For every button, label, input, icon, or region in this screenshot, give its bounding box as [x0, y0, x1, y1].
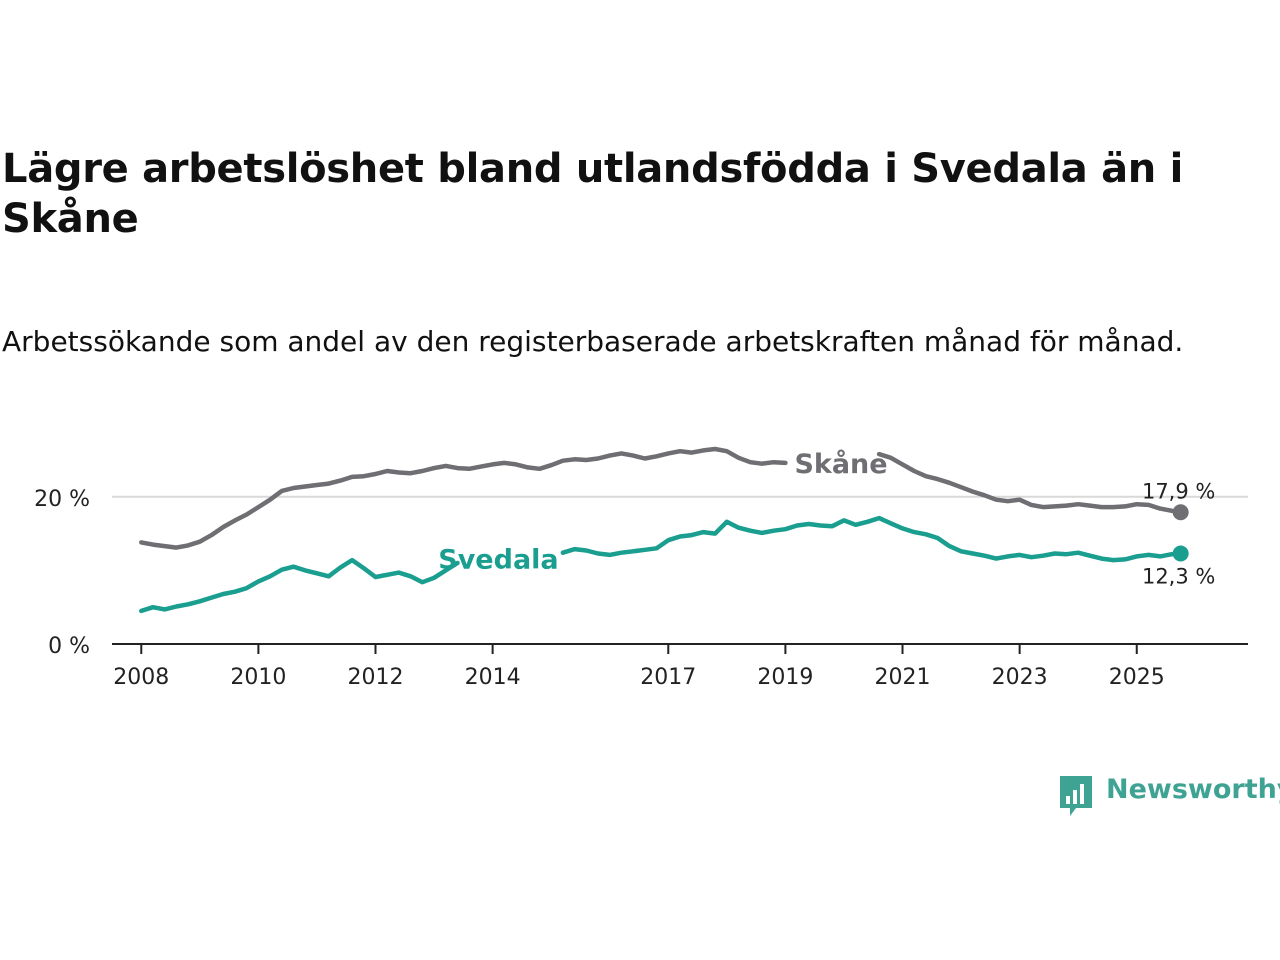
axes: 0 % 20 % 2008 2010 2012 2014 2017 2019 2021 2023 2…: [34, 487, 1248, 690]
x-tick-label: 2019: [757, 665, 813, 690]
series-label-svedala: Svedala: [438, 545, 558, 576]
end-point-sk-ne: [1172, 504, 1189, 521]
x-tick-label: 2025: [1109, 665, 1165, 690]
x-tick-label: 2017: [640, 665, 696, 690]
end-value-label-svedala: 12,3 %: [1142, 564, 1215, 588]
chart-subtitle: Arbetssökande som andel av den registerb…: [2, 325, 1184, 358]
newsworthy-logo-text: Newsworthy: [1106, 774, 1280, 805]
y-tick-label: 0 %: [48, 634, 90, 659]
end-value-label-sk-ne: 17,9 %: [1142, 479, 1215, 503]
x-tick-label: 2021: [875, 665, 931, 690]
newsworthy-logo-icon: [1060, 776, 1092, 816]
line-chart: 0 % 20 % 2008 2010 2012 2014 2017 2019 2021 2023 2…: [34, 446, 1248, 690]
series-lines: [139, 446, 1189, 614]
series-labels: 17,9 % 12,3 % Skåne Svedala: [438, 448, 1215, 589]
x-tick-label: 2012: [348, 665, 404, 690]
x-tick-label: 2023: [992, 665, 1048, 690]
y-tick-label: 20 %: [34, 487, 90, 512]
newsworthy-logo: Newsworthy: [1058, 770, 1280, 820]
x-tick-label: 2008: [113, 665, 169, 690]
series-label-sk-ne: Skåne: [794, 448, 887, 480]
series-line-sk-ne: [139, 446, 1183, 550]
chart-title: Lägre arbetslöshet bland utlandsfödda i …: [2, 146, 1184, 242]
end-point-svedala: [1172, 545, 1189, 562]
series-line-svedala: [139, 515, 1183, 614]
x-tick-label: 2014: [465, 665, 521, 690]
x-tick-label: 2010: [230, 665, 286, 690]
